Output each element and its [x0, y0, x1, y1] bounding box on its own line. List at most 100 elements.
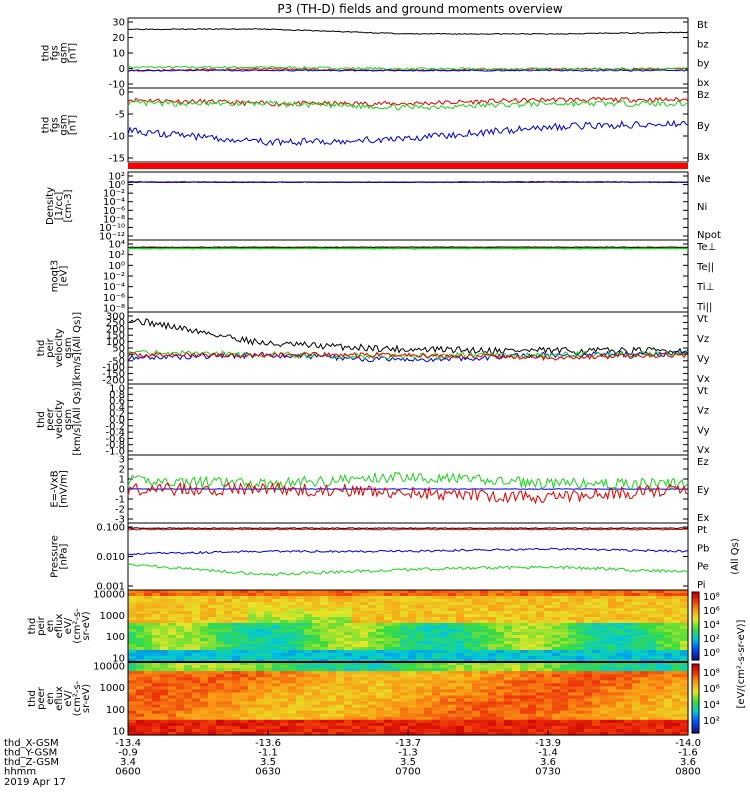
spectrogram-cell	[560, 704, 569, 709]
spectrogram-cell	[448, 719, 457, 724]
colorbar-ions	[691, 591, 700, 661]
line-by	[127, 65, 688, 71]
spectrogram-cell	[200, 662, 209, 666]
spectrogram-cell	[456, 626, 465, 630]
spectrogram-cell	[456, 593, 465, 597]
colorbar-cell	[692, 707, 699, 711]
spectrogram-cell	[352, 605, 361, 609]
y-axis-label: [km/s](All Qs)]	[72, 383, 83, 455]
spectrogram-cell	[248, 629, 257, 633]
spectrogram-cell	[264, 671, 273, 675]
spectrogram-cell	[584, 732, 593, 736]
spectrogram-cell	[624, 623, 633, 627]
spectrogram-cell	[232, 683, 241, 687]
spectrogram-cell	[656, 593, 665, 597]
spectrogram-cell	[280, 728, 289, 733]
legend-entry: Npot	[697, 230, 721, 241]
colorbar-cell	[692, 730, 699, 734]
spectrogram-cell	[584, 674, 593, 678]
spectrogram-cell	[608, 707, 617, 712]
spectrogram-cell	[240, 602, 249, 606]
y-tick-label: 150	[106, 331, 125, 342]
spectrogram-cell	[200, 638, 209, 642]
spectrogram-cell	[512, 650, 521, 654]
spectrogram-cell	[632, 680, 641, 684]
y-tick-label: 1000	[100, 683, 125, 694]
spectrogram-cell	[496, 638, 505, 642]
spectrogram-cell	[464, 632, 473, 636]
spectrogram-cell	[456, 677, 465, 681]
spectrogram-cell	[296, 707, 305, 712]
spectrogram-cell	[520, 713, 529, 718]
spectrogram-cell	[176, 707, 185, 712]
spectrogram-cell	[472, 596, 481, 600]
spectrogram-cell	[288, 641, 297, 645]
spectrogram-cell	[320, 665, 329, 669]
line-Pb	[127, 528, 689, 531]
spectrogram-cell	[432, 674, 441, 678]
spectrogram-cell	[608, 686, 617, 690]
spectrogram-cell	[200, 641, 209, 645]
spectrogram-cell	[304, 692, 313, 696]
spectrogram-cell	[536, 635, 545, 639]
y-tick-label: 10²	[108, 172, 125, 183]
spectrogram-cell	[328, 698, 337, 703]
spectrogram-cell	[440, 668, 449, 672]
orbit-value: 3.4	[120, 757, 136, 768]
spectrogram-cell	[552, 602, 561, 606]
spectrogram-cell	[600, 677, 609, 681]
spectrogram-cell	[648, 725, 657, 730]
spectrogram-cell	[504, 671, 513, 675]
spectrogram-cell	[600, 704, 609, 709]
spectrogram-cell	[264, 716, 273, 721]
spectrogram-cell	[536, 593, 545, 597]
spectrogram-cell	[208, 605, 217, 609]
spectrogram-cell	[240, 710, 249, 715]
spectrogram-cell	[488, 719, 497, 724]
spectrogram-cell	[520, 677, 529, 681]
spectrogram-cell	[512, 680, 521, 684]
spectrogram-cell	[248, 635, 257, 639]
spectrogram-cell	[656, 668, 665, 672]
spectrogram-cell	[552, 668, 561, 672]
spectrogram-cell	[232, 707, 241, 712]
spectrogram-cell	[232, 722, 241, 727]
spectrogram-cell	[408, 704, 417, 709]
colorbar-cell	[692, 668, 699, 672]
spectrogram-cell	[552, 704, 561, 709]
legend-entry: Ey	[697, 485, 709, 496]
spectrogram-cell	[144, 602, 153, 606]
spectrogram-cell	[568, 695, 577, 700]
spectrogram-cell	[152, 644, 161, 648]
spectrogram-cell	[536, 611, 545, 615]
spectrogram-cell	[376, 689, 385, 693]
spectrogram-cell	[128, 614, 137, 618]
spectrogram-cell	[384, 719, 393, 724]
spectrogram-cell	[544, 596, 553, 600]
spectrogram-cell	[144, 659, 153, 663]
spectrogram-cell	[504, 707, 513, 712]
spectrogram-cell	[360, 605, 369, 609]
spectrogram-cell	[408, 635, 417, 639]
spectrogram-cell	[600, 698, 609, 703]
spectrogram-cell	[616, 614, 625, 618]
spectrogram-cell	[400, 725, 409, 730]
spectrogram-cell	[312, 629, 321, 633]
spectrogram-cell	[216, 732, 225, 736]
spectrogram-cell	[312, 677, 321, 681]
spectrogram-cell	[144, 626, 153, 630]
spectrogram-cell	[416, 656, 425, 660]
spectrogram-cell	[168, 617, 177, 621]
spectrogram-cell	[224, 677, 233, 681]
spectrogram-cell	[648, 620, 657, 624]
spectrogram-cell	[256, 605, 265, 609]
spectrogram-cell	[584, 683, 593, 687]
spectrogram-cell	[320, 620, 329, 624]
line-Pt	[127, 527, 689, 530]
spectrogram-cell	[144, 692, 153, 696]
spectrogram-cell	[312, 632, 321, 636]
spectrogram-cell	[344, 626, 353, 630]
colorbar-cell	[692, 728, 699, 732]
spectrogram-cell	[376, 710, 385, 715]
spectrogram-cell	[128, 692, 137, 696]
